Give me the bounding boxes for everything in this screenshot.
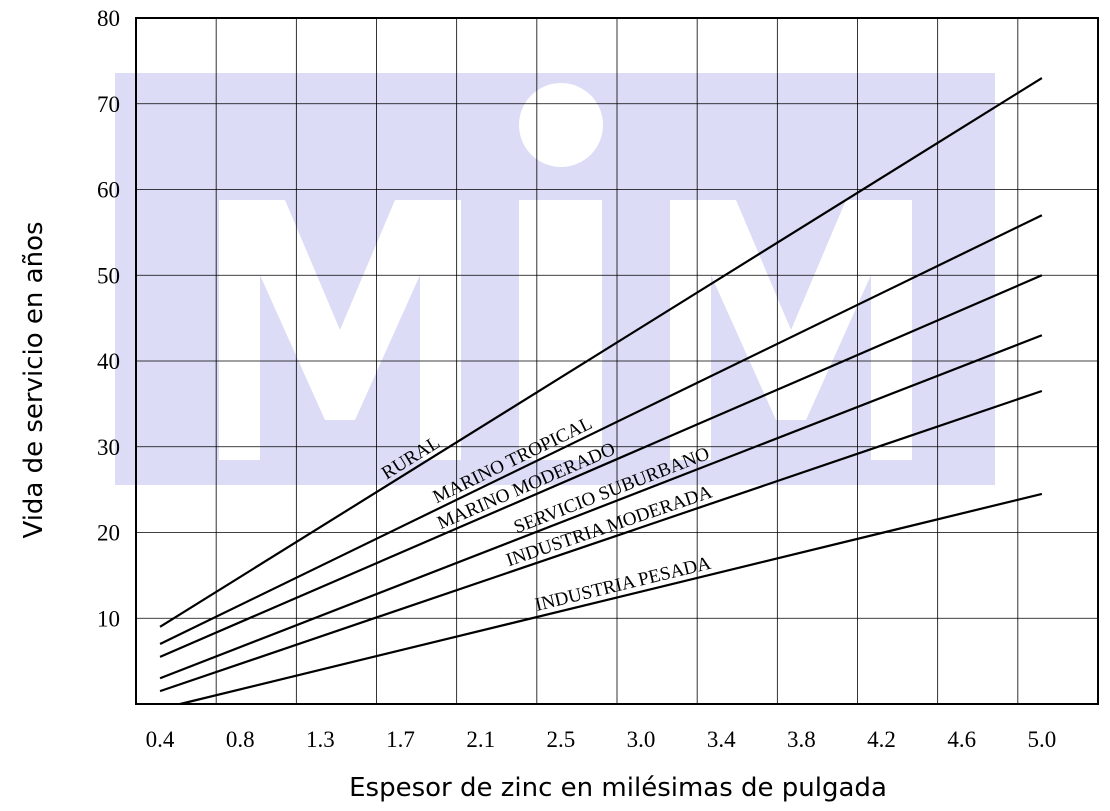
series-label: INDUSTRIA PESADA (533, 553, 713, 616)
series-line (159, 214, 1043, 645)
x-tick-label: 5.0 (1028, 727, 1057, 752)
series-line (159, 274, 1043, 658)
x-tick-label: 4.6 (947, 727, 976, 752)
series-line (159, 389, 1043, 693)
series-line (159, 334, 1043, 680)
x-tick-label: 0.4 (146, 727, 175, 752)
x-tick-label: 4.2 (867, 727, 896, 752)
series-line (159, 77, 1043, 628)
x-tick-label: 1.7 (386, 727, 415, 752)
y-tick-label: 50 (97, 263, 120, 288)
series-line (179, 492, 1043, 706)
y-axis-title: Vida de servicio en años (19, 221, 49, 538)
y-tick-label: 70 (97, 92, 120, 117)
watermark-logo (115, 73, 995, 485)
y-tick-label: 20 (97, 521, 120, 546)
y-tick-label: 40 (97, 349, 120, 374)
x-tick-label: 2.1 (466, 727, 495, 752)
x-tick-label: 3.0 (627, 727, 656, 752)
plot-frame (135, 17, 1099, 705)
y-tick-label: 30 (97, 435, 120, 460)
y-tick-label: 60 (97, 178, 120, 203)
x-tick-label: 1.3 (306, 727, 335, 752)
series-lines (159, 77, 1043, 706)
x-tick-labels: 0.4 0.8 1.3 1.7 2.1 2.5 3.0 3.4 3.8 4.2 4.6 5.0 (146, 727, 1057, 752)
x-tick-label: 2.5 (547, 727, 576, 752)
y-tick-label: 10 (97, 606, 120, 631)
x-axis-title: Espesor de zinc en milésimas de pulgada (349, 773, 887, 803)
y-tick-labels: 10 20 30 40 50 60 70 80 (97, 6, 120, 631)
x-tick-label: 3.8 (787, 727, 816, 752)
x-tick-label: 0.8 (226, 727, 255, 752)
x-tick-label: 3.4 (707, 727, 736, 752)
y-tick-label: 80 (97, 6, 120, 31)
